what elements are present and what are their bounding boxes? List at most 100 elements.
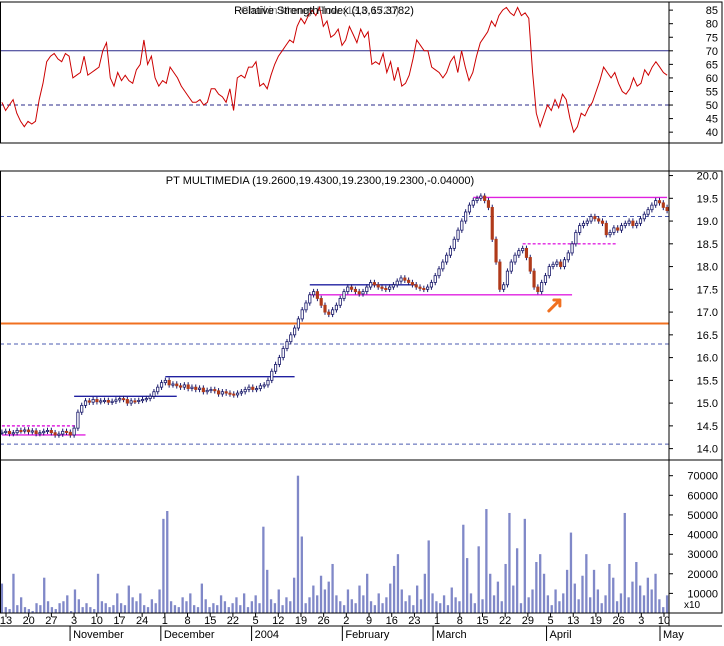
candle-body	[171, 383, 175, 386]
rsi-line	[1, 5, 668, 134]
volume-bar	[185, 601, 188, 613]
candle	[627, 218, 631, 227]
candle	[357, 288, 361, 297]
candle	[407, 277, 411, 286]
volume-bar	[419, 599, 423, 613]
rsi-tick-label: 60	[706, 73, 718, 85]
candle	[665, 204, 669, 214]
candle-body	[574, 232, 578, 245]
candle	[274, 361, 278, 374]
candle	[34, 428, 38, 437]
candle	[612, 225, 616, 236]
candle-body	[247, 386, 251, 390]
candle	[338, 295, 342, 308]
volume-bar	[592, 569, 596, 613]
date-tick-label: 20	[23, 615, 35, 627]
candle-body	[365, 286, 369, 293]
candle-body	[581, 222, 586, 227]
candle-body	[342, 291, 346, 299]
volume-bar	[81, 607, 84, 613]
date-tick-label: 27	[45, 615, 57, 627]
volume-bar	[62, 601, 65, 613]
candle	[83, 398, 88, 409]
volume-bar	[39, 605, 42, 613]
volume-bar	[58, 603, 61, 613]
volume-bar	[473, 603, 476, 613]
candle-body	[258, 385, 262, 389]
candle	[175, 381, 179, 389]
volume-bar	[554, 589, 557, 613]
candle-body	[312, 291, 316, 296]
rsi-tick-label: 70	[706, 46, 718, 58]
candle-body	[369, 282, 373, 288]
candle	[26, 427, 31, 435]
volume-bar	[289, 601, 292, 613]
candle-body	[597, 218, 601, 222]
volume-bar	[462, 524, 465, 613]
volume-bar	[450, 587, 453, 613]
price-tick-label: 19.5	[697, 193, 718, 205]
date-tick-label: 13	[567, 615, 579, 627]
candle-body	[441, 261, 445, 270]
candle-body	[4, 430, 8, 433]
candle	[578, 222, 582, 236]
candle	[551, 261, 555, 270]
volume-bar	[250, 601, 253, 613]
candle-body	[536, 286, 540, 293]
volume-bar	[112, 605, 115, 613]
volume-bar	[589, 597, 592, 613]
volume-bar	[565, 569, 569, 613]
candle-body	[593, 216, 597, 220]
candle-body	[57, 433, 61, 436]
candle	[331, 307, 335, 318]
arrow-annotation	[547, 298, 562, 313]
candle	[129, 398, 133, 406]
candle	[604, 220, 608, 238]
candle	[110, 398, 114, 405]
volume-bar	[131, 597, 134, 613]
candle	[319, 295, 323, 308]
candle-body	[456, 229, 460, 240]
candle-body	[543, 275, 548, 283]
candle-body	[445, 254, 449, 263]
price-tick-label: 16.5	[697, 330, 718, 342]
volume-bar	[542, 573, 546, 613]
volume-bar	[562, 593, 565, 613]
candle	[635, 220, 639, 229]
volume-bar	[212, 603, 215, 613]
candle	[426, 284, 430, 293]
candle	[524, 245, 529, 261]
date-tick-label: 26	[318, 615, 330, 627]
candle	[53, 429, 57, 438]
price-tick-label: 17.0	[697, 307, 718, 319]
rsi-tick-label: 50	[706, 100, 718, 112]
candle-body	[76, 411, 80, 429]
candle	[562, 257, 567, 270]
volume-bar	[219, 595, 223, 613]
volume-bar	[54, 609, 57, 613]
candle-body	[505, 270, 510, 286]
candle	[323, 302, 327, 315]
candle	[410, 279, 415, 288]
volume-tick-label: 30000	[687, 549, 718, 561]
candle-body	[399, 277, 403, 282]
volume-bar	[181, 597, 184, 613]
candle	[220, 389, 224, 397]
price-tick-label: 16.0	[697, 353, 718, 365]
volume-bar	[281, 605, 284, 613]
candle	[650, 202, 654, 213]
volume-bar	[93, 609, 96, 613]
candle-body	[555, 261, 559, 265]
candle	[171, 381, 175, 388]
volume-bar	[189, 593, 192, 613]
volume-bar	[654, 573, 657, 613]
volume-bar	[273, 603, 277, 613]
candle-body	[338, 298, 342, 306]
volume-bar	[193, 605, 196, 613]
candle	[201, 385, 205, 395]
candle-body	[528, 257, 532, 272]
volume-bar	[627, 597, 630, 613]
volume-bar	[381, 603, 384, 613]
volume-bar	[46, 601, 50, 613]
candle-body	[418, 286, 422, 289]
